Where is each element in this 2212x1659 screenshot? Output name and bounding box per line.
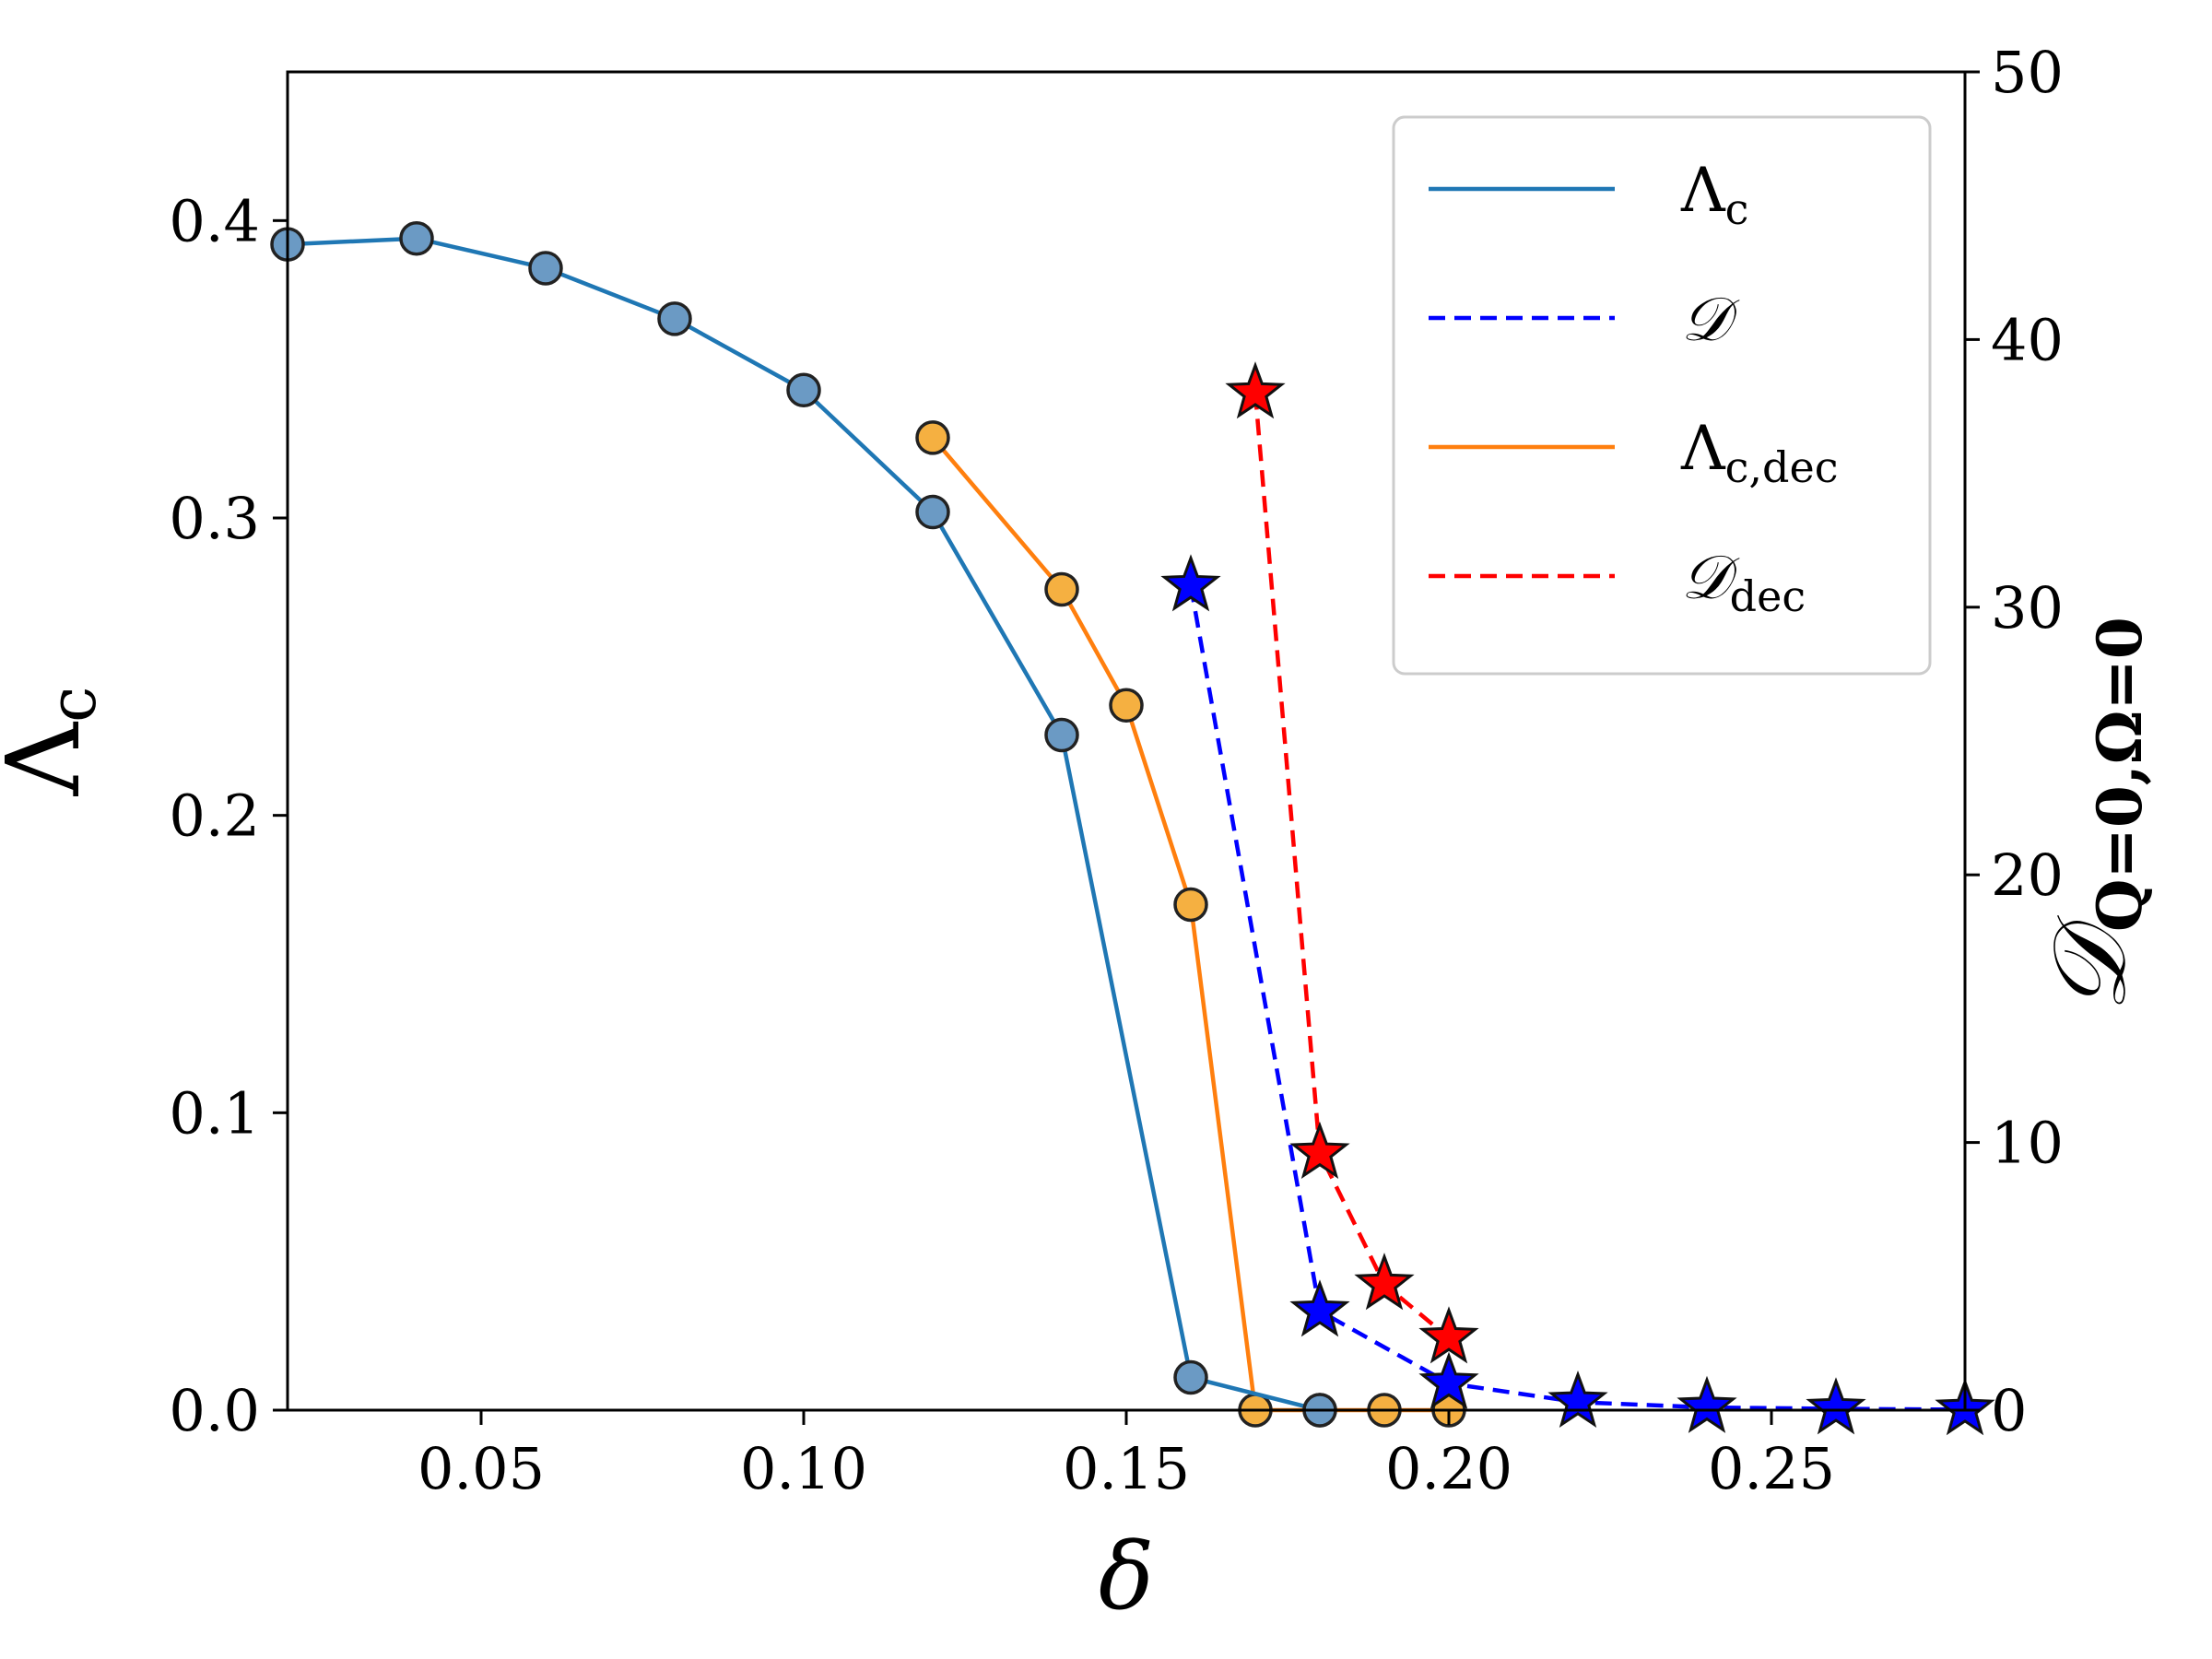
series-line-3 xyxy=(1253,393,1451,1340)
y-left-tick-label: 0.0 xyxy=(169,1377,260,1444)
legend-label-main: Λ xyxy=(1680,155,1726,226)
x-tick-label: 0.05 xyxy=(418,1435,545,1502)
y-right-tick-label: 40 xyxy=(1991,306,2064,373)
tick-labels: 0.05 0.10 0.15 0.20 0.25 0.0 0.1 0.2 0.3 0.4 0 10 20… xyxy=(169,39,2064,1502)
series-0-point xyxy=(399,220,434,256)
y-axis-left-label-sub: c xyxy=(35,687,111,723)
series-2-point xyxy=(1173,887,1208,923)
y-left-tick-label: 0.2 xyxy=(169,782,260,850)
y-right-tick-label: 20 xyxy=(1991,841,2064,909)
y-left-tick-label: 0.3 xyxy=(169,485,260,552)
y-axis-right-label-sub: Q=0,Ω=0 xyxy=(2084,617,2156,932)
y-left-tick-label: 0.1 xyxy=(169,1079,260,1147)
series-2-point xyxy=(1109,688,1144,724)
legend-label-2: Λc,dec xyxy=(1680,413,1839,492)
series-1-point xyxy=(1677,1375,1737,1433)
legend-label-sub: c,dec xyxy=(1725,442,1839,492)
x-tick-label: 0.15 xyxy=(1063,1435,1190,1502)
series-1-point xyxy=(1289,1279,1350,1337)
y-right-tick-label: 50 xyxy=(1991,39,2064,106)
series-0-point xyxy=(528,251,563,286)
series-0-point xyxy=(1044,717,1079,753)
x-tick-label: 0.10 xyxy=(740,1435,867,1502)
series-1-point xyxy=(1806,1377,1866,1435)
series-0-point xyxy=(1173,1359,1208,1395)
series-3-point xyxy=(1354,1253,1415,1311)
series-0-point xyxy=(786,372,821,408)
series-3-point xyxy=(1225,361,1286,419)
series-3-point xyxy=(1289,1121,1350,1179)
legend-box xyxy=(1392,115,1932,676)
y-right-tick-label: 0 xyxy=(1991,1377,2027,1444)
series-2-point xyxy=(915,420,950,455)
y-axis-left-label: Λc xyxy=(0,687,111,797)
legend-label-sub: dec xyxy=(1730,571,1806,621)
x-tick-label: 0.25 xyxy=(1708,1435,1835,1502)
series-1-point xyxy=(1547,1370,1608,1429)
legend-label-sub: c xyxy=(1725,184,1749,234)
x-axis-label: δ xyxy=(1099,1523,1154,1630)
x-tick-label: 0.20 xyxy=(1385,1435,1512,1502)
tick-marks xyxy=(273,70,1980,1425)
legend-label-3: 𝒟dec xyxy=(1681,542,1806,621)
svg-text:𝒟Q=0,Ω=0: 𝒟Q=0,Ω=0 xyxy=(2030,617,2156,1012)
legend-label-main: Λ xyxy=(1680,413,1726,484)
y-left-tick-label: 0.4 xyxy=(169,187,260,254)
y-right-tick-label: 30 xyxy=(1991,574,2064,641)
series-1-point xyxy=(1160,554,1221,612)
series-2-point xyxy=(1044,571,1079,607)
series-1-point xyxy=(1418,1351,1479,1409)
svg-text:Λc: Λc xyxy=(0,687,111,797)
y-axis-right-label: 𝒟Q=0,Ω=0 xyxy=(2030,617,2156,1012)
series-0-point xyxy=(657,301,692,336)
legend-label-0: Λc xyxy=(1680,155,1748,234)
series-0-point xyxy=(915,494,950,530)
series-3-point xyxy=(1418,1306,1479,1364)
y-axis-left-label-main: Λ xyxy=(0,721,102,796)
y-right-tick-label: 10 xyxy=(1991,1110,2064,1177)
